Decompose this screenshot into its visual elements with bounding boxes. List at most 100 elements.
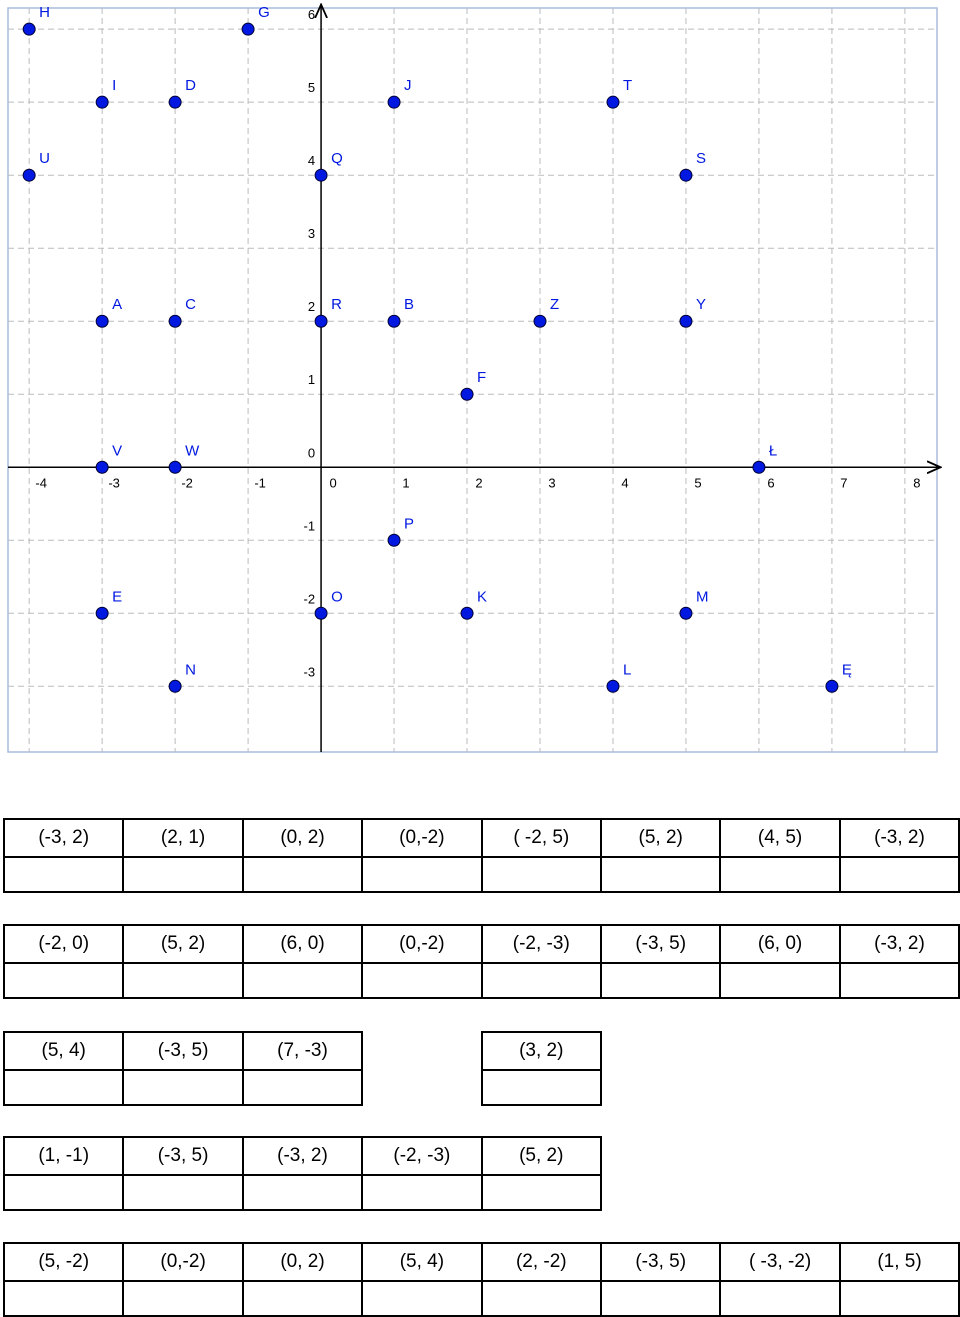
point bbox=[95, 460, 109, 474]
answer-cell[interactable] bbox=[122, 1069, 244, 1106]
point bbox=[387, 95, 401, 109]
y-tick-label: 4 bbox=[308, 153, 315, 168]
answer-cell[interactable] bbox=[3, 1280, 125, 1317]
point bbox=[22, 168, 36, 182]
x-tick-label: 1 bbox=[402, 475, 409, 490]
table-header-cell: (6, 0) bbox=[241, 924, 364, 964]
answer-cell[interactable] bbox=[719, 962, 841, 999]
answer-cell[interactable] bbox=[361, 1174, 483, 1211]
table-header-cell: (-3, 5) bbox=[122, 1136, 244, 1176]
y-tick-label: 6 bbox=[308, 7, 315, 22]
point bbox=[533, 314, 547, 328]
answer-cell[interactable] bbox=[122, 1174, 244, 1211]
table-header-cell: (-3, 2) bbox=[838, 924, 960, 964]
point bbox=[460, 606, 474, 620]
answer-cell[interactable] bbox=[480, 856, 602, 893]
answer-cell[interactable] bbox=[122, 856, 244, 893]
answer-cell[interactable] bbox=[600, 962, 722, 999]
point-label: J bbox=[404, 77, 412, 94]
x-tick-label: 8 bbox=[913, 475, 920, 490]
answer-cell[interactable] bbox=[361, 856, 483, 893]
point bbox=[679, 314, 693, 328]
answer-cell[interactable] bbox=[241, 1280, 364, 1317]
point-label: E bbox=[112, 588, 122, 605]
point-label: W bbox=[185, 442, 200, 459]
x-tick-label: 5 bbox=[694, 475, 701, 490]
point bbox=[95, 314, 109, 328]
point-label: T bbox=[623, 77, 632, 94]
point bbox=[606, 95, 620, 109]
point bbox=[752, 460, 766, 474]
answer-cell[interactable] bbox=[480, 1069, 602, 1106]
x-tick-label: 7 bbox=[840, 475, 847, 490]
answer-cell[interactable] bbox=[241, 1069, 364, 1106]
x-tick-label: -1 bbox=[254, 475, 266, 490]
answer-cell[interactable] bbox=[600, 1280, 722, 1317]
answer-cell[interactable] bbox=[361, 1280, 483, 1317]
answer-cell[interactable] bbox=[600, 856, 722, 893]
point-label: K bbox=[477, 588, 487, 605]
chart: -4 -3 -2 -1 0 1 2 3 4 5 6 7 8 -3 -2 -1 0 1 2 3 4 5 6 H G I D J T U Q S A… bbox=[7, 0, 960, 753]
point bbox=[168, 314, 182, 328]
point-label: R bbox=[331, 296, 342, 313]
answer-cell[interactable] bbox=[3, 962, 125, 999]
table-header-cell: (5, 2) bbox=[600, 818, 722, 858]
answer-cell[interactable] bbox=[241, 1174, 364, 1211]
y-tick-label: 5 bbox=[308, 80, 315, 95]
answer-cell[interactable] bbox=[3, 856, 125, 893]
x-tick-label: 3 bbox=[548, 475, 555, 490]
point-label: S bbox=[696, 150, 706, 167]
table-header-cell: (1, -1) bbox=[3, 1136, 125, 1176]
answer-cell[interactable] bbox=[241, 856, 364, 893]
point bbox=[95, 95, 109, 109]
point-label: A bbox=[112, 296, 122, 313]
table-header-cell: (2, 1) bbox=[122, 818, 244, 858]
y-tick-label: 3 bbox=[308, 226, 315, 241]
point-label: D bbox=[185, 77, 196, 94]
point-label: H bbox=[39, 4, 50, 21]
table-header-cell: (-3, 2) bbox=[241, 1136, 364, 1176]
point bbox=[168, 679, 182, 693]
answer-cell[interactable] bbox=[480, 1174, 602, 1211]
answer-cell[interactable] bbox=[122, 962, 244, 999]
point-label: U bbox=[39, 150, 50, 167]
answer-cell[interactable] bbox=[838, 962, 960, 999]
table-header-cell: (-3, 2) bbox=[838, 818, 960, 858]
point-label: Q bbox=[331, 150, 343, 167]
point bbox=[679, 168, 693, 182]
answer-cell[interactable] bbox=[838, 856, 960, 893]
point bbox=[679, 606, 693, 620]
table-header-cell: (0, 2) bbox=[241, 1242, 364, 1282]
x-tick-label: 2 bbox=[475, 475, 482, 490]
table-header-cell: (-3, 5) bbox=[600, 1242, 722, 1282]
point-label: M bbox=[696, 588, 709, 605]
answer-cell[interactable] bbox=[719, 856, 841, 893]
point-label: B bbox=[404, 296, 414, 313]
table-header-cell: (-3, 5) bbox=[122, 1031, 244, 1071]
point-label: L bbox=[623, 661, 631, 678]
point-label: F bbox=[477, 369, 486, 386]
answer-cell[interactable] bbox=[838, 1280, 960, 1317]
table-header-cell: (-3, 5) bbox=[600, 924, 722, 964]
table-header-cell: (-2, -3) bbox=[361, 1136, 483, 1176]
answer-cell[interactable] bbox=[241, 962, 364, 999]
y-tick-label: -2 bbox=[304, 591, 316, 606]
point-label: I bbox=[112, 77, 116, 94]
point bbox=[606, 679, 620, 693]
answer-cell[interactable] bbox=[3, 1174, 125, 1211]
table-header-cell: (4, 5) bbox=[719, 818, 841, 858]
answer-cell[interactable] bbox=[122, 1280, 244, 1317]
table-header-cell: (5, 2) bbox=[122, 924, 244, 964]
answer-cell[interactable] bbox=[480, 1280, 602, 1317]
table-header-cell: (5, 4) bbox=[361, 1242, 483, 1282]
table-header-cell: (0,-2) bbox=[361, 924, 483, 964]
answer-cell[interactable] bbox=[361, 962, 483, 999]
x-tick-label: -2 bbox=[181, 475, 193, 490]
answer-cell[interactable] bbox=[719, 1280, 841, 1317]
point-label: G bbox=[258, 4, 270, 21]
answer-cell[interactable] bbox=[480, 962, 602, 999]
table-header-cell: (5, 4) bbox=[3, 1031, 125, 1071]
point bbox=[460, 387, 474, 401]
table-header-cell: (6, 0) bbox=[719, 924, 841, 964]
answer-cell[interactable] bbox=[3, 1069, 125, 1106]
